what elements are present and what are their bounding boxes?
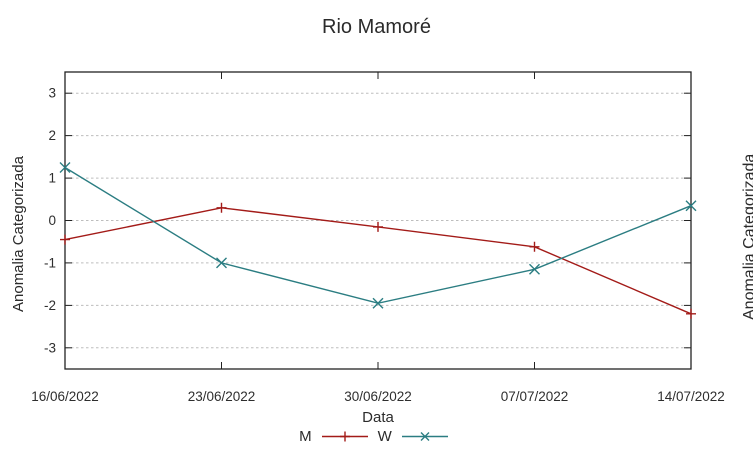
y-tick-label: -2 xyxy=(44,298,56,313)
legend-label-w: W xyxy=(377,427,392,445)
plot-border xyxy=(64,71,692,370)
series-marker-W xyxy=(529,263,540,275)
series-line-W xyxy=(64,166,692,304)
series-marker-W xyxy=(685,200,697,212)
legend: M W xyxy=(0,427,748,445)
series-marker-M xyxy=(373,221,383,232)
adjacent-chart-y-axis-label: Anomalia Categorizada xyxy=(741,153,753,321)
y-tick-label: -1 xyxy=(44,255,56,270)
y-tick-label: 3 xyxy=(48,86,56,101)
x-tick-label: 14/07/2022 xyxy=(657,389,725,404)
y-tick-label: 1 xyxy=(48,171,56,186)
series-marker-W xyxy=(372,297,384,309)
series-marker-M xyxy=(686,308,696,319)
plus-marker-icon xyxy=(339,431,350,441)
series-marker-M xyxy=(60,234,70,245)
legend-sample-w xyxy=(401,431,448,441)
legend-label-m: M xyxy=(299,427,312,445)
cross-marker-icon xyxy=(420,431,430,441)
legend-sample-m xyxy=(321,431,368,441)
x-tick-label: 07/07/2022 xyxy=(501,389,569,404)
series-marker-W xyxy=(59,162,71,173)
x-tick-label: 30/06/2022 xyxy=(344,389,412,404)
x-tick-label: 16/06/2022 xyxy=(31,389,99,404)
series-marker-W xyxy=(216,257,227,269)
x-tick-label: 23/06/2022 xyxy=(188,389,256,404)
y-tick-label: 2 xyxy=(48,128,56,143)
series-marker-M xyxy=(216,202,227,213)
y-tick-label: -3 xyxy=(44,340,56,355)
y-tick-label: 0 xyxy=(48,213,56,228)
series-marker-M xyxy=(529,241,540,252)
chart-title: Rio Mamoré xyxy=(322,16,431,38)
x-axis-label: Data xyxy=(362,409,394,426)
